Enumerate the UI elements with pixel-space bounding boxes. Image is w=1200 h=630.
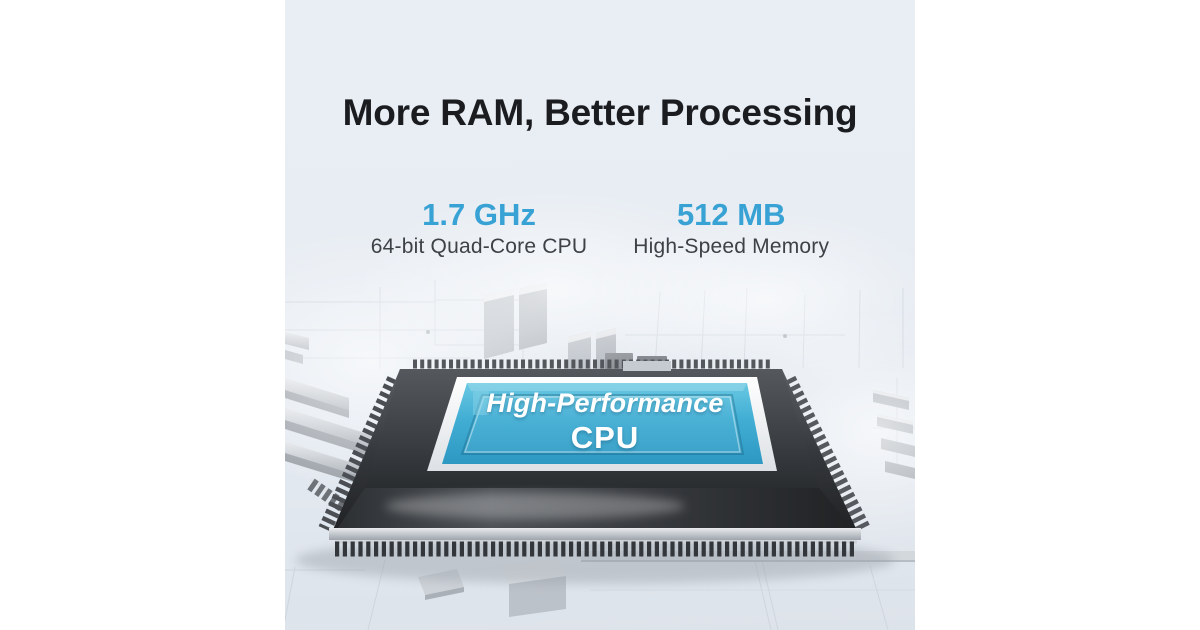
artwork-canvas: More RAM, Better Processing 1.7 GHz 64-b… [285, 0, 915, 630]
chip-base-strip [329, 528, 861, 540]
spec-list: 1.7 GHz 64-bit Quad-Core CPU 512 MB High… [285, 199, 915, 259]
chip-pins-right [782, 375, 871, 533]
chip-label: High-Performance CPU [455, 388, 755, 456]
chip-pins-left [318, 376, 401, 532]
chip-die-bevel-highlight [463, 396, 741, 453]
component-block [509, 576, 566, 617]
chip-die-bevel [460, 394, 745, 455]
chip-die-tab [473, 391, 489, 415]
spec-cpu: 1.7 GHz 64-bit Quad-Core CPU [371, 199, 587, 259]
spec-memory-label: High-Speed Memory [633, 235, 830, 258]
circuit-board-illustration [285, 190, 915, 630]
chip-front-highlight [385, 493, 685, 519]
spec-memory-value: 512 MB [676, 197, 786, 232]
headline: More RAM, Better Processing [342, 92, 858, 133]
spec-cpu-label: 64-bit Quad-Core CPU [370, 235, 588, 258]
spec-cpu-value: 1.7 GHz [422, 197, 536, 232]
component-block [425, 587, 464, 600]
chip-die [442, 383, 763, 464]
chip-edge-component [623, 361, 671, 371]
spec-memory: 512 MB High-Speed Memory [633, 199, 829, 259]
chip-die-glare [467, 383, 747, 391]
chip-label-line2: CPU [570, 420, 640, 455]
cpu-chip [295, 359, 895, 584]
chip-label-line1: High-Performance [486, 388, 724, 418]
